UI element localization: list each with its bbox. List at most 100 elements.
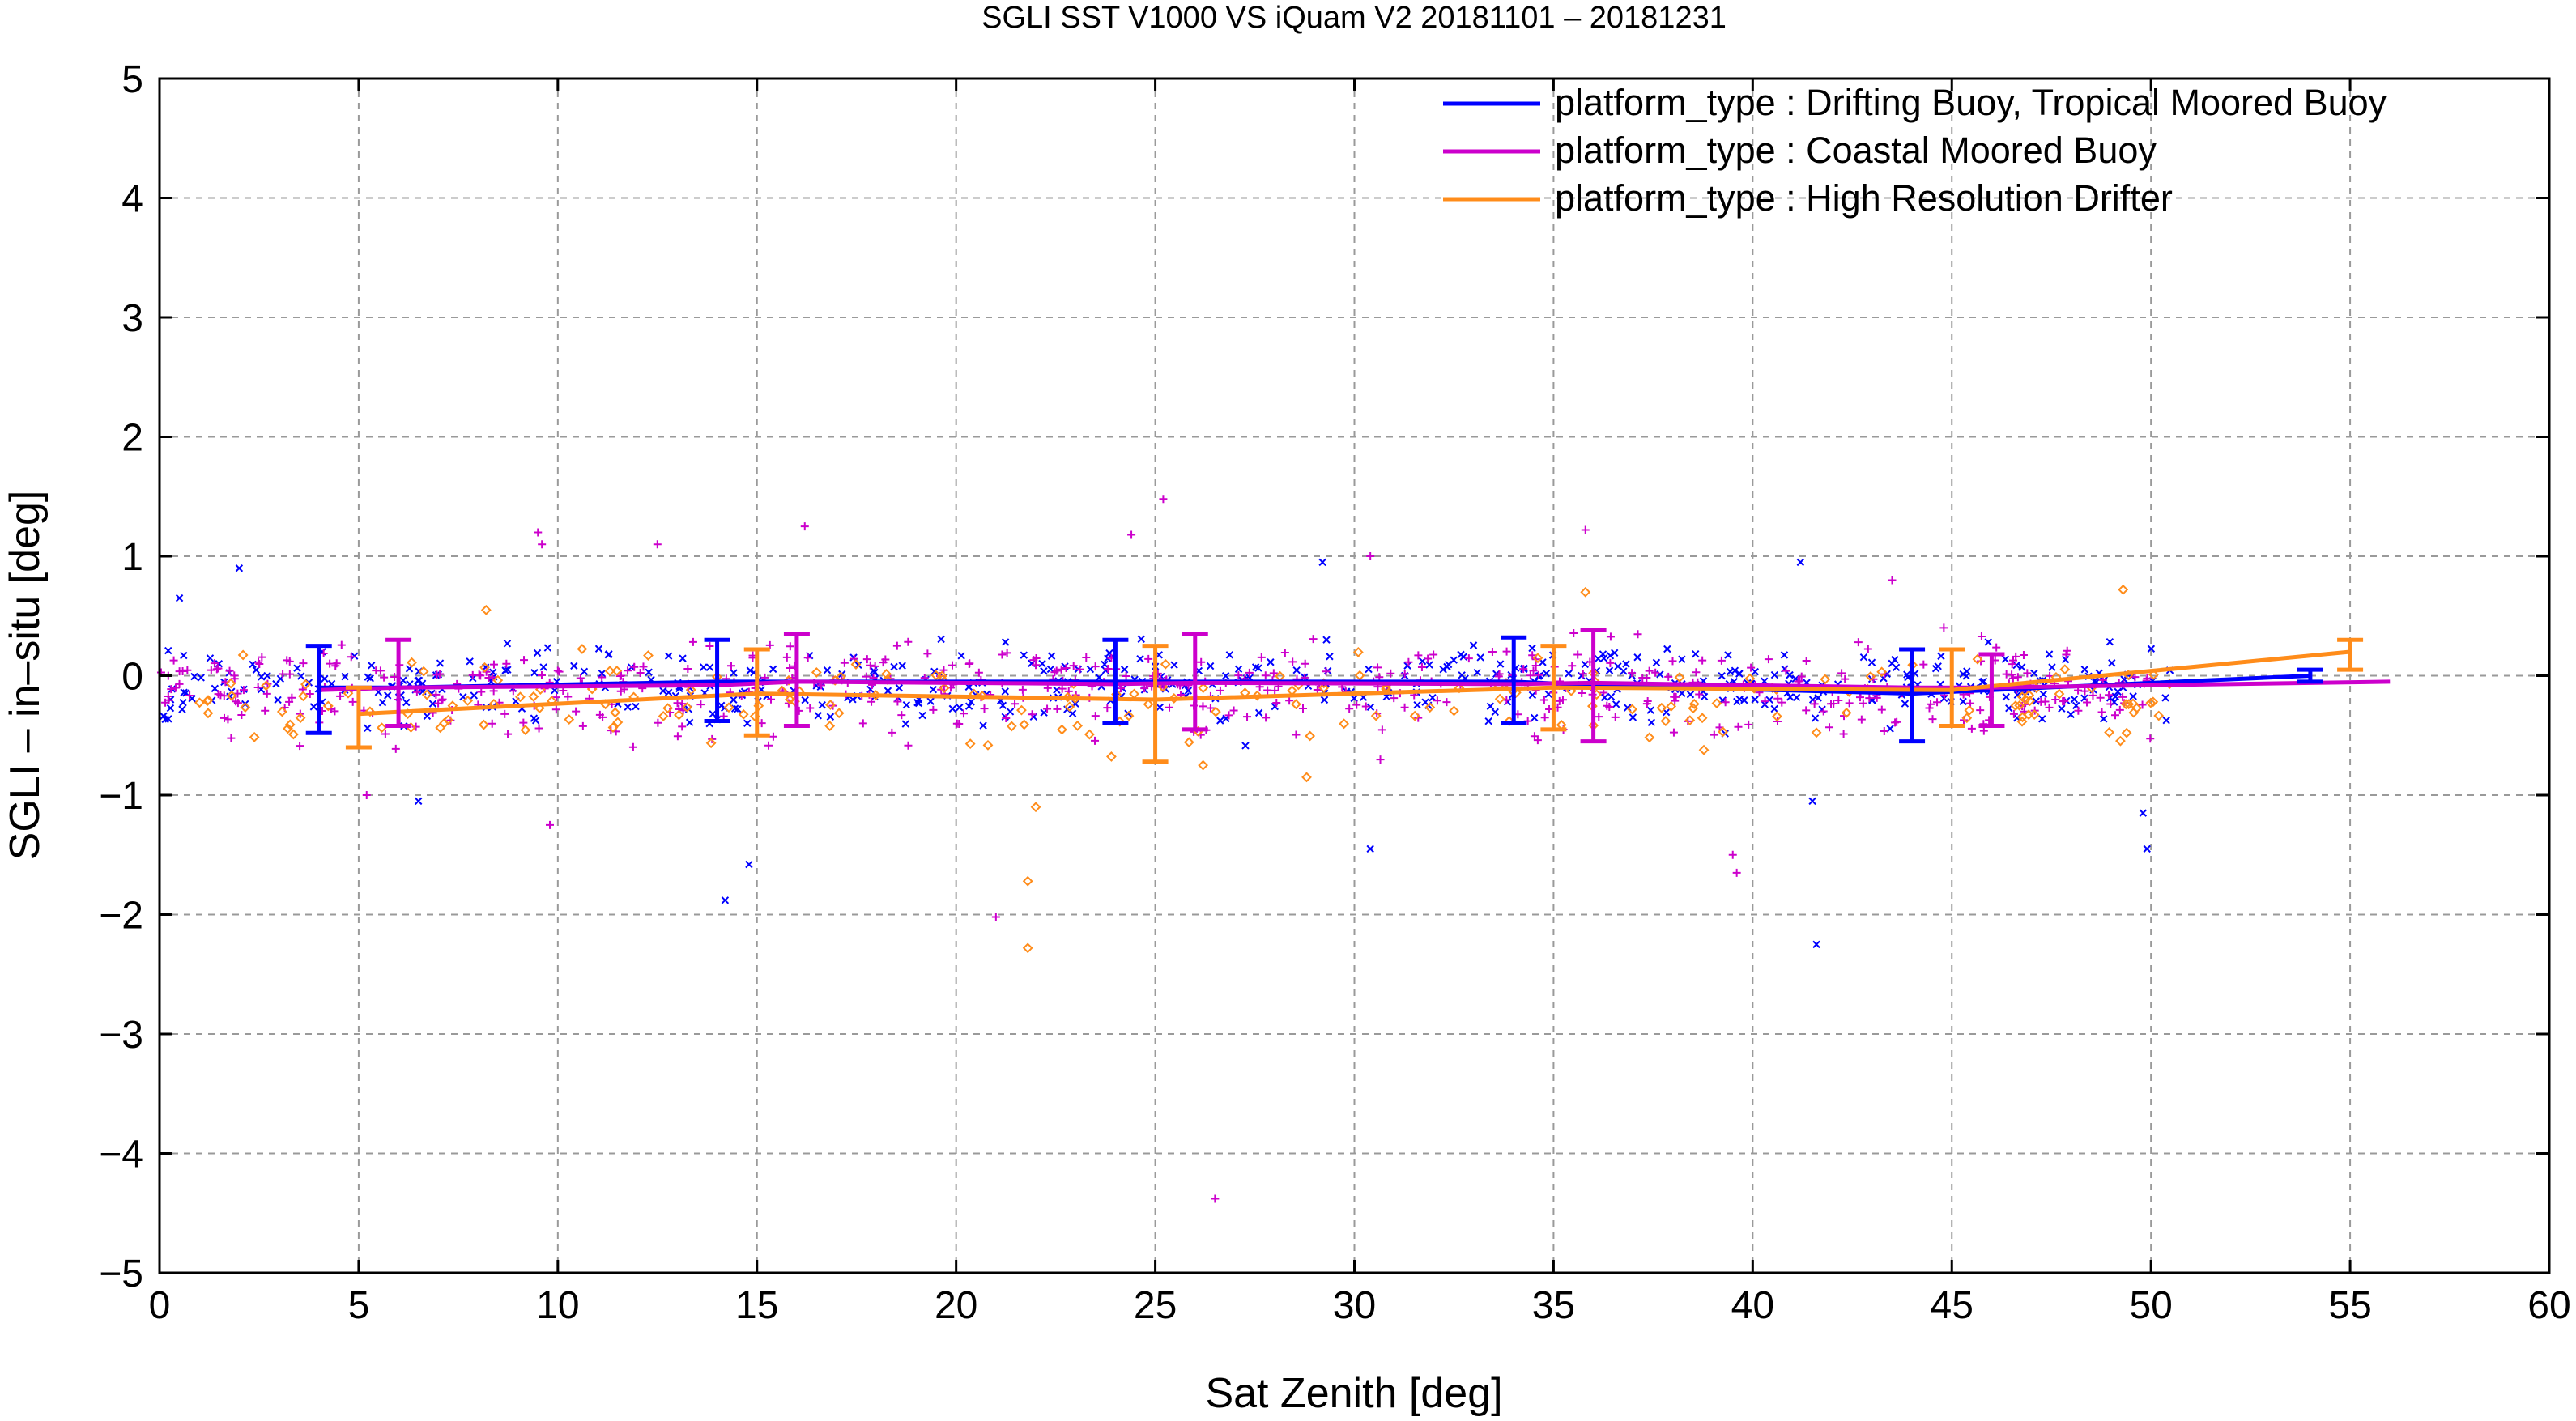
scatter-point <box>2115 735 2126 747</box>
scatter-point <box>2039 690 2047 699</box>
scatter-point <box>377 722 387 734</box>
scatter-point <box>2008 660 2016 669</box>
scatter-point <box>1688 699 1700 709</box>
scatter-point <box>926 697 935 705</box>
scatter-point <box>939 683 950 694</box>
scatter-point <box>1040 708 1048 717</box>
scatter-point <box>1038 659 1046 668</box>
scatter-point <box>1032 653 1041 662</box>
scatter-point <box>1646 706 1654 714</box>
scatter-point <box>734 705 742 713</box>
scatter-point <box>1252 690 1262 701</box>
scatter-point <box>2030 669 2038 678</box>
scatter-point <box>1778 698 1786 707</box>
scatter-point <box>1224 711 1233 720</box>
scatter-point <box>654 718 662 727</box>
scatter-point <box>414 797 423 806</box>
scatter-point <box>545 820 554 829</box>
scatter-point <box>1802 657 1811 666</box>
scatter-point <box>893 697 902 706</box>
scatter-point <box>662 703 674 714</box>
scatter-point <box>1229 706 1238 715</box>
scatter-point <box>2062 650 2071 659</box>
scatter-point <box>2017 712 2028 723</box>
scatter-point <box>929 705 938 714</box>
scatter-point <box>239 686 248 695</box>
scatter-point <box>1928 715 1937 724</box>
scatter-point <box>1271 686 1279 695</box>
scatter-point <box>1473 668 1481 677</box>
scatter-point <box>2080 666 2089 674</box>
scatter-point <box>1663 645 1671 653</box>
legend: platform_type : Drifting Buoy, Tropical … <box>1443 82 2387 219</box>
scatter-point <box>1544 690 1552 698</box>
scatter-point <box>1003 649 1011 657</box>
scatter-point <box>1751 667 1760 676</box>
scatter-point <box>276 706 287 717</box>
scatter-point <box>555 667 564 676</box>
scatter-point <box>765 640 774 649</box>
scatter-point <box>261 680 272 691</box>
scatter-point <box>1599 654 1608 662</box>
scatter-point <box>1269 669 1278 678</box>
scatter-point <box>1792 693 1801 702</box>
scatter-point <box>1859 699 1867 708</box>
scatter-point <box>1979 677 1988 686</box>
scatter-point <box>840 658 849 667</box>
scatter-point <box>959 709 968 718</box>
scatter-point <box>1542 669 1551 678</box>
scatter-point <box>767 695 776 704</box>
scatter-point <box>326 659 334 668</box>
scatter-point <box>895 683 904 692</box>
scatter-point <box>1318 558 1326 567</box>
scatter-point <box>1893 717 1901 726</box>
scatter-point <box>1854 638 1863 647</box>
y-tick-label: 1 <box>121 536 143 579</box>
scatter-point <box>611 666 623 676</box>
scatter-point <box>826 713 835 721</box>
y-tick-label: 5 <box>121 58 143 101</box>
scatter-point <box>1773 717 1782 725</box>
scatter-point <box>2148 696 2159 708</box>
scatter-point <box>255 659 264 668</box>
scatter-point <box>1199 702 1207 711</box>
scatter-point <box>1927 700 1935 708</box>
scatter-point <box>803 653 812 662</box>
scatter-point <box>164 646 172 655</box>
scatter-point <box>2001 655 2010 663</box>
scatter-point <box>167 685 176 694</box>
scatter-point <box>632 702 640 711</box>
scatter-point <box>332 659 341 668</box>
scatter-point <box>1299 704 1307 713</box>
scatter-point <box>2029 709 2040 721</box>
scatter-point <box>764 741 773 750</box>
scatter-point <box>227 734 236 742</box>
scatter-point <box>2025 696 2035 707</box>
scatter-point <box>1937 652 1945 661</box>
scatter-point <box>1361 702 1370 711</box>
scatter-point <box>682 702 692 713</box>
scatter-point <box>1216 686 1224 695</box>
scatter-point <box>296 742 304 751</box>
scatter-point <box>1718 672 1726 680</box>
scatter-point <box>664 652 673 660</box>
scatter-point <box>1318 683 1330 693</box>
scatter-point <box>367 662 376 670</box>
scatter-point <box>1403 662 1411 670</box>
scatter-point <box>399 676 407 684</box>
scatter-point <box>214 690 223 699</box>
scatter-point <box>1711 698 1722 709</box>
scatter-point <box>439 717 449 729</box>
scatter-point <box>769 732 777 741</box>
scatter-point <box>211 684 219 693</box>
scatter-point <box>1442 698 1451 707</box>
scatter-point <box>1216 717 1224 725</box>
scatter-point <box>1839 730 1848 738</box>
scatter-point <box>284 719 296 730</box>
mean-line <box>358 649 2351 717</box>
scatter-point <box>1058 684 1067 693</box>
scatter-point <box>1365 665 1373 674</box>
y-axis-label: SGLI – in–situ [deg] <box>2 491 49 861</box>
scatter-point <box>811 666 822 678</box>
scatter-point <box>1143 699 1154 710</box>
